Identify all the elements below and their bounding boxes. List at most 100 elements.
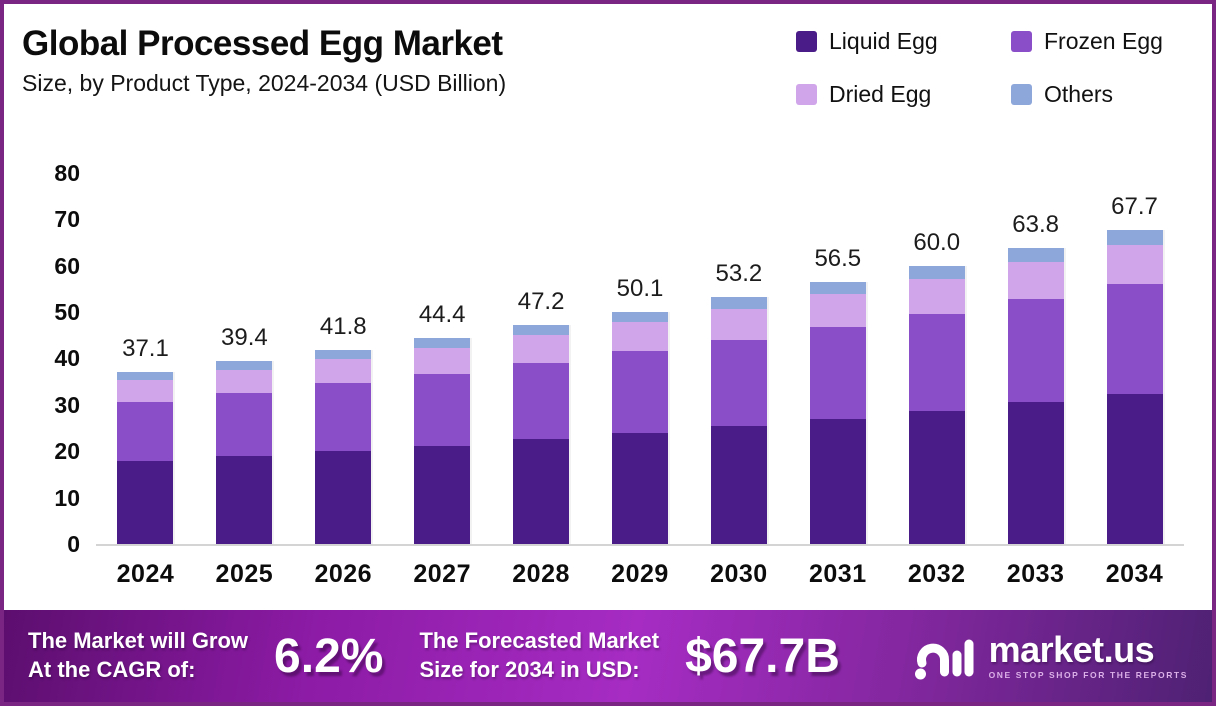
bar-segment-dried-egg xyxy=(216,370,273,393)
bar-segment-liquid-egg xyxy=(1007,402,1064,544)
stacked-bar xyxy=(315,350,372,544)
legend-label: Dried Egg xyxy=(829,81,932,107)
bar-segment-others xyxy=(216,361,273,371)
y-tick-40: 40 xyxy=(54,345,80,372)
bar-total-label: 53.2 xyxy=(715,260,763,288)
bar-segment-others xyxy=(1007,248,1064,262)
bar-total-label: 60.0 xyxy=(913,228,961,256)
bar-segment-liquid-egg xyxy=(809,418,866,544)
bar-column-2034: 67.7 xyxy=(1085,154,1184,544)
stacked-bar xyxy=(611,311,668,544)
bar-segment-others xyxy=(513,325,570,336)
y-tick-50: 50 xyxy=(54,299,80,325)
bar-segment-frozen-egg xyxy=(611,351,668,433)
bar-segment-liquid-egg xyxy=(1106,393,1163,544)
x-tick-2025: 2025 xyxy=(215,560,274,588)
bar-total-label: 67.7 xyxy=(1111,192,1158,220)
x-tick-2028: 2028 xyxy=(512,560,570,588)
bar-segment-frozen-egg xyxy=(414,373,471,446)
x-tick-2031: 2031 xyxy=(808,560,867,588)
bar-segment-others xyxy=(414,338,471,348)
bar-segment-frozen-egg xyxy=(710,339,767,427)
bar-segment-others xyxy=(809,281,866,295)
stacked-bar xyxy=(710,297,767,544)
bar-segment-frozen-egg xyxy=(117,401,174,462)
y-tick-20: 20 xyxy=(54,438,80,465)
bar-column-2033: 63.8 xyxy=(986,154,1085,544)
bar-total-label: 41.8 xyxy=(319,313,367,341)
cagr-value: 6.2% xyxy=(274,629,384,683)
y-tick-0: 0 xyxy=(67,531,80,557)
x-tick-2030: 2030 xyxy=(710,560,768,588)
bar-column-2026: 41.8 xyxy=(294,154,393,544)
brand-text: market.us ONE STOP SHOP FOR THE REPORTS xyxy=(989,632,1188,680)
bar-total-label: 47.2 xyxy=(517,288,565,316)
bar-segment-frozen-egg xyxy=(1106,284,1163,394)
x-tick-2027: 2027 xyxy=(413,560,471,588)
stacked-bar xyxy=(809,281,866,544)
y-tick-80: 80 xyxy=(54,159,80,186)
bar-column-2024: 37.1 xyxy=(96,154,195,544)
bar-segment-frozen-egg xyxy=(1007,299,1064,403)
bar-segment-others xyxy=(611,311,668,323)
legend-swatch-icon xyxy=(796,31,817,52)
x-tick-2024: 2024 xyxy=(116,560,175,588)
bar-segment-liquid-egg xyxy=(216,456,273,544)
stacked-bar xyxy=(414,338,471,544)
bar-segment-others xyxy=(117,371,174,381)
x-tick-2034: 2034 xyxy=(1105,560,1164,588)
x-tick-2032: 2032 xyxy=(907,560,966,588)
legend-label: Others xyxy=(1044,81,1114,107)
forecast-value: $67.7B xyxy=(685,629,840,683)
stacked-bar xyxy=(216,361,273,544)
page-subtitle: Size, by Product Type, 2024-2034 (USD Bi… xyxy=(22,70,507,97)
bar-segment-others xyxy=(908,265,965,280)
x-axis-labels: 2024 2025 2026 2027 2028 2029 2030 2031 2032 2033… xyxy=(96,560,1184,589)
legend-item-frozen-egg: Frozen Egg xyxy=(1011,28,1200,55)
x-tick-2029: 2029 xyxy=(611,560,669,588)
stacked-bar xyxy=(908,265,965,544)
y-tick-30: 30 xyxy=(54,391,80,418)
bar-column-2032: 60.0 xyxy=(887,154,986,544)
bar-segment-dried-egg xyxy=(908,279,965,314)
bar-segment-frozen-egg xyxy=(908,313,965,411)
bar-segment-liquid-egg xyxy=(611,432,668,544)
bar-segment-dried-egg xyxy=(1106,244,1163,285)
bar-total-label: 63.8 xyxy=(1012,211,1059,238)
bars-area: 37.1 39.4 41.8 44.4 47.2 50.1 53.2 56.5 60.0 63.8… xyxy=(96,154,1184,544)
legend-swatch-icon xyxy=(1011,31,1032,52)
stacked-bar xyxy=(117,371,174,544)
legend-item-others: Others xyxy=(1011,81,1200,108)
x-axis-line xyxy=(96,544,1184,546)
forecast-label-line1: The Forecasted Market xyxy=(419,628,660,654)
brand-tagline: ONE STOP SHOP FOR THE REPORTS xyxy=(988,670,1188,681)
x-tick-2026: 2026 xyxy=(314,560,373,588)
stats-banner: The Market will Grow At the CAGR of: 6.2… xyxy=(4,610,1212,702)
brand-block: market.us ONE STOP SHOP FOR THE REPORTS xyxy=(913,631,1188,681)
bar-segment-liquid-egg xyxy=(710,426,767,544)
bar-segment-dried-egg xyxy=(513,335,570,363)
bar-segment-frozen-egg xyxy=(513,362,570,440)
stacked-bar-chart: 0 10 20 30 40 50 60 70 80 37.1 39.4 41.8 44.4 47.2 50… xyxy=(4,4,1212,702)
legend-item-dried-egg: Dried Egg xyxy=(796,81,1011,108)
cagr-label-line1: The Market will Grow xyxy=(28,628,249,654)
legend-swatch-icon xyxy=(1011,84,1032,105)
brand-name: market.us xyxy=(988,629,1155,671)
forecast-label: The Forecasted Market Size for 2034 in U… xyxy=(419,627,659,684)
bar-segment-liquid-egg xyxy=(908,410,965,544)
bar-column-2027: 44.4 xyxy=(393,154,492,544)
stacked-bar xyxy=(1106,229,1163,544)
legend-item-liquid-egg: Liquid Egg xyxy=(796,28,1011,55)
bar-total-label: 56.5 xyxy=(814,244,862,272)
bar-total-label: 44.4 xyxy=(418,301,466,329)
bar-column-2028: 47.2 xyxy=(492,154,591,544)
bar-column-2029: 50.1 xyxy=(591,154,690,544)
bar-column-2025: 39.4 xyxy=(195,154,294,544)
bar-segment-liquid-egg xyxy=(315,451,372,544)
chart-legend: Liquid Egg Frozen Egg Dried Egg Others xyxy=(796,28,1200,108)
bar-segment-dried-egg xyxy=(809,294,866,328)
page-title: Global Processed Egg Market xyxy=(22,24,503,63)
bar-segment-liquid-egg xyxy=(414,445,471,544)
bar-segment-dried-egg xyxy=(414,347,471,374)
